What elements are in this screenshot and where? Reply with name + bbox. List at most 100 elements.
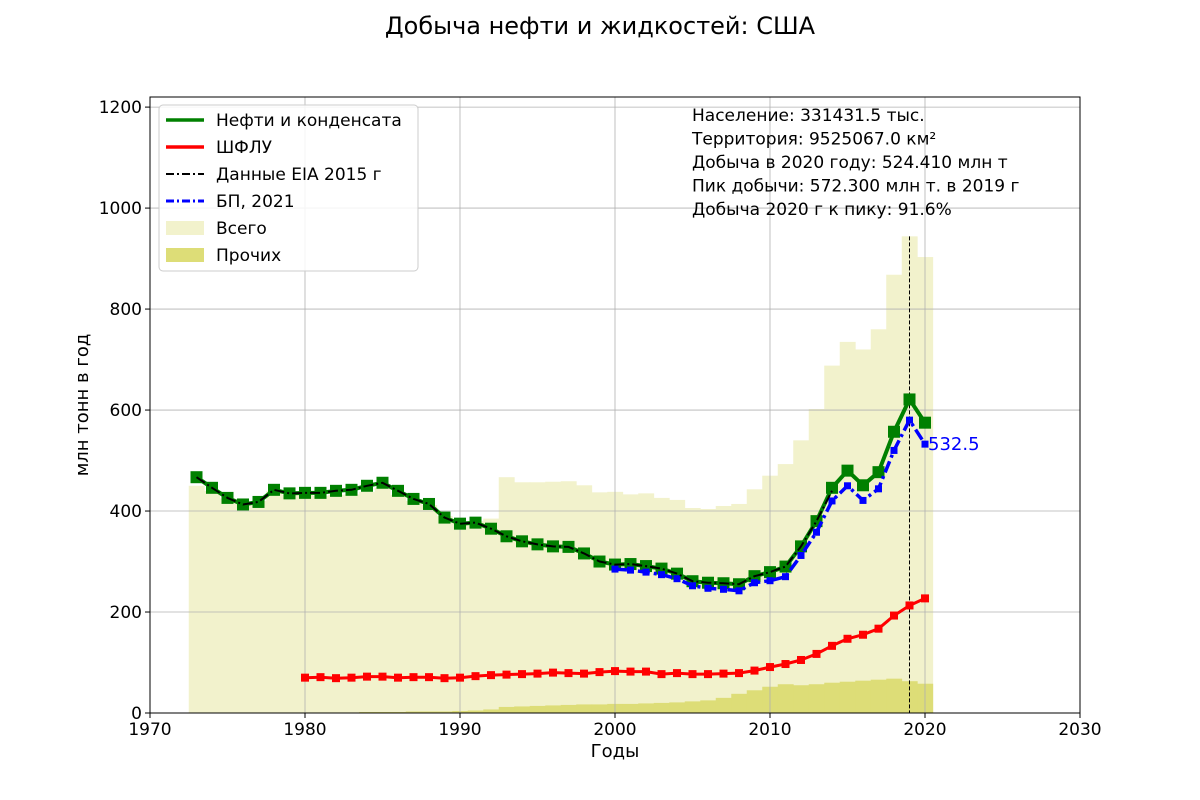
point-oil-1979 (283, 487, 296, 500)
series-line-eia (195, 476, 833, 586)
point-ngl-1983 (347, 673, 356, 682)
bar-total-1995 (529, 482, 546, 713)
point-bp-2000 (611, 565, 619, 573)
point-bp-2019 (906, 416, 913, 424)
point-ngl-2001 (626, 667, 635, 676)
point-oil-2019 (903, 393, 916, 406)
bar-other-2014 (824, 682, 841, 713)
y-tick-label-1000: 1000 (99, 199, 142, 219)
bar-total-2015 (839, 341, 856, 713)
bar-total-1985 (374, 487, 391, 713)
bar-total-1978 (266, 490, 283, 713)
bar-other-1995 (529, 705, 546, 713)
bar-total-2011 (777, 464, 794, 713)
bar-other-2017 (870, 679, 887, 713)
bar-total-2019 (901, 236, 918, 714)
bar-other-2012 (793, 685, 810, 713)
x-tick-label-1970: 1970 (128, 720, 171, 740)
bar-total-1983 (343, 494, 360, 713)
bar-total-1987 (405, 500, 422, 713)
point-oil-1991 (469, 516, 482, 529)
bar-total-1998 (576, 485, 593, 713)
bar-total-1991 (467, 521, 484, 713)
x-tick-label-2000: 2000 (593, 720, 636, 740)
bar-other-1988 (421, 711, 438, 713)
y-tick-label-800: 800 (110, 300, 142, 320)
bar-other-1998 (576, 704, 593, 713)
bar-other-1987 (405, 711, 422, 713)
point-ngl-2009 (750, 666, 759, 675)
bar-total-1994 (514, 482, 531, 713)
x-axis-label: Годы (591, 741, 640, 762)
point-ngl-1989 (440, 674, 449, 683)
point-ngl-1999 (595, 668, 604, 677)
point-bp-2003 (658, 571, 665, 579)
bar-total-2008 (731, 503, 748, 713)
y-axis-label: млн тонн в год (72, 334, 93, 477)
point-ngl-1985 (378, 672, 387, 681)
legend-label-ngl: ШФЛУ (216, 138, 273, 158)
info-line-2: Территория: 9525067.0 км² (691, 130, 936, 150)
point-bp-2017 (875, 485, 882, 493)
bar-other-1999 (591, 704, 608, 713)
point-ngl-2016 (859, 630, 867, 639)
bars-layer (188, 236, 934, 714)
bar-total-1988 (421, 504, 438, 713)
point-bp-2014 (828, 497, 836, 505)
point-ngl-2007 (719, 669, 728, 678)
y-tick-label-600: 600 (110, 401, 142, 421)
bar-total-2009 (746, 489, 763, 713)
point-ngl-2004 (673, 669, 681, 678)
bar-total-1996 (545, 481, 562, 713)
point-bp-2018 (890, 446, 898, 454)
x-tick-label-2020: 2020 (903, 720, 946, 740)
bar-other-2001 (622, 703, 639, 713)
bar-other-1984 (359, 711, 376, 713)
bar-total-2016 (855, 349, 872, 713)
bar-total-2002 (638, 493, 655, 713)
point-ngl-2019 (905, 601, 914, 610)
bar-other-1992 (483, 709, 500, 713)
bar-total-1984 (359, 491, 376, 713)
info-line-1: Население: 331431.5 тыс. (692, 106, 925, 126)
bar-total-1999 (591, 492, 608, 713)
point-oil-2016 (857, 479, 869, 492)
point-bp-2020 (921, 440, 929, 448)
point-bp-2010 (766, 577, 774, 585)
bar-other-2003 (653, 702, 670, 713)
point-bp-2009 (751, 579, 758, 587)
bar-other-1989 (436, 711, 453, 713)
bar-total-2004 (669, 499, 686, 713)
point-ngl-1984 (363, 672, 371, 681)
series-line-bp (614, 418, 927, 593)
y-tick-label-0: 0 (131, 704, 142, 724)
axes-layer: 1970 1980 1990 2000 2010 2020 2030 0 200 400 600 80… (99, 98, 1102, 740)
bar-other-2006 (700, 700, 717, 713)
point-ngl-1991 (471, 672, 480, 681)
point-oil-2018 (888, 425, 900, 438)
bar-total-2003 (653, 497, 670, 713)
bar-total-2013 (808, 409, 825, 713)
point-ngl-2014 (828, 641, 836, 650)
legend-label-other: Прочих (216, 246, 281, 266)
point-bp-2004 (673, 575, 681, 583)
bar-total-1974 (204, 490, 221, 713)
point-ngl-1996 (549, 668, 557, 677)
bar-other-1986 (390, 711, 407, 713)
point-ngl-2011 (781, 660, 790, 669)
bar-total-1986 (390, 494, 407, 713)
series-layer (190, 393, 931, 683)
bar-other-1985 (374, 711, 391, 713)
bar-other-1996 (545, 705, 562, 713)
point-ngl-1988 (425, 673, 433, 682)
bar-total-1979 (281, 494, 298, 713)
bar-total-1977 (250, 500, 267, 713)
point-ngl-1980 (301, 673, 309, 682)
y-tick-label-400: 400 (110, 502, 142, 522)
point-ngl-1986 (394, 673, 402, 682)
point-ngl-1982 (332, 674, 340, 683)
info-line-4: Пик добычи: 572.300 млн т. в 2019 г (692, 177, 1020, 197)
point-ngl-1992 (487, 671, 495, 680)
bar-other-2002 (638, 703, 655, 713)
legend-box (158, 104, 419, 272)
